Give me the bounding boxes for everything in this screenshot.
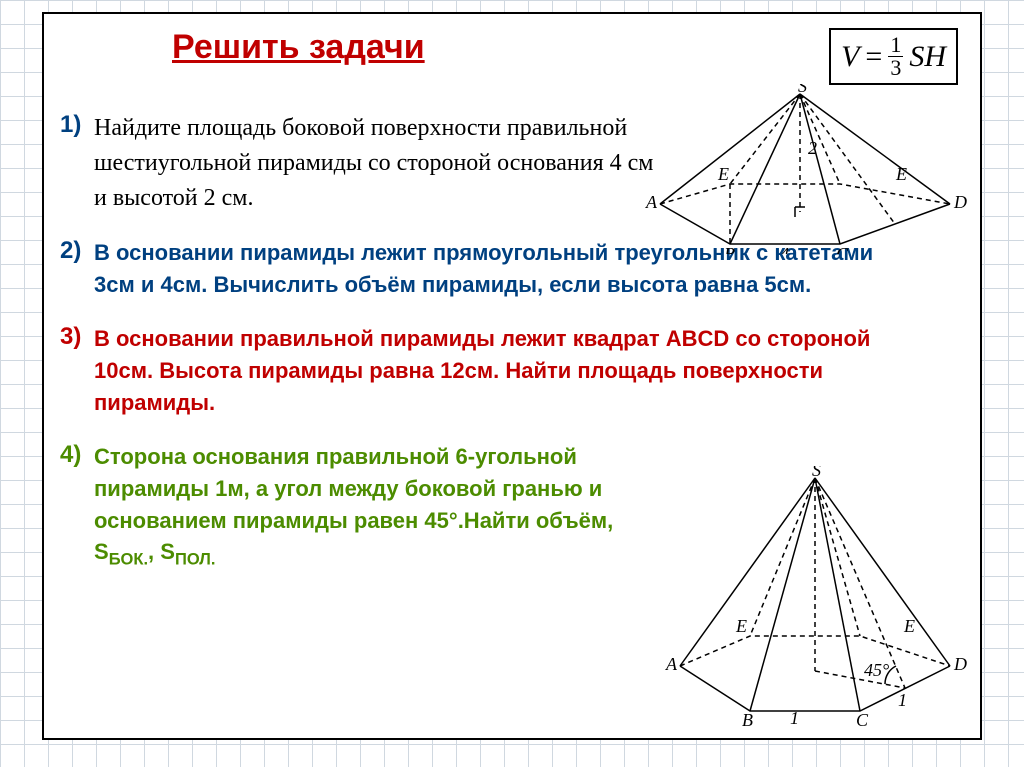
task-3-text: В основании правильной пирамиды лежит кв…	[94, 323, 914, 419]
d1-C: C	[836, 244, 849, 254]
task-3: 3) В основании правильной пирамиды лежит…	[94, 323, 958, 419]
diagram-hexagonal-pyramid-2: S A B C D E E 45° 1 1	[660, 466, 970, 726]
formula-numerator: 1	[888, 34, 903, 56]
content-panel: Решить задачи V = 1 3 SH 1) Найдите площ…	[42, 12, 982, 740]
d1-S: S	[798, 84, 807, 96]
d1-base: 4	[780, 244, 789, 254]
d1-E1: E	[717, 164, 729, 184]
formula-eq: =	[865, 40, 882, 74]
d2-C: C	[856, 710, 869, 726]
formula-sh: SH	[909, 40, 946, 74]
task4-s2: , S	[148, 539, 175, 564]
d2-b1: 1	[790, 708, 799, 726]
formula-denominator: 3	[888, 56, 903, 79]
task-3-number: 3)	[60, 323, 81, 351]
d1-B: B	[724, 244, 735, 254]
diagram-hexagonal-pyramid-1: S A B C D E E 2 4	[640, 84, 970, 254]
formula-v: V	[841, 40, 859, 74]
task4-sub1: БОК.	[109, 550, 148, 568]
task-4-text: Сторона основания правильной 6-угольной …	[94, 441, 614, 537]
formula-box: V = 1 3 SH	[829, 28, 958, 85]
d1-A: A	[645, 192, 658, 212]
task-4-number: 4)	[60, 441, 81, 469]
d2-b2: 1	[898, 690, 907, 710]
d2-A: A	[665, 654, 678, 674]
d1-h: 2	[808, 138, 817, 158]
task-1-text: Найдите площадь боковой поверхности прав…	[94, 111, 654, 215]
d1-E2: E	[895, 164, 907, 184]
formula-fraction: 1 3	[888, 34, 903, 79]
task4-s1: S	[94, 539, 109, 564]
d2-B: B	[742, 710, 753, 726]
task-1-number: 1)	[60, 111, 81, 139]
d2-D: D	[953, 654, 967, 674]
d2-S: S	[812, 466, 821, 480]
d2-E1: E	[735, 616, 747, 636]
d1-D: D	[953, 192, 967, 212]
d2-E2: E	[903, 616, 915, 636]
task4-sub2: ПОЛ.	[175, 550, 215, 568]
task-2-number: 2)	[60, 237, 81, 265]
d2-angle: 45°	[864, 660, 889, 680]
